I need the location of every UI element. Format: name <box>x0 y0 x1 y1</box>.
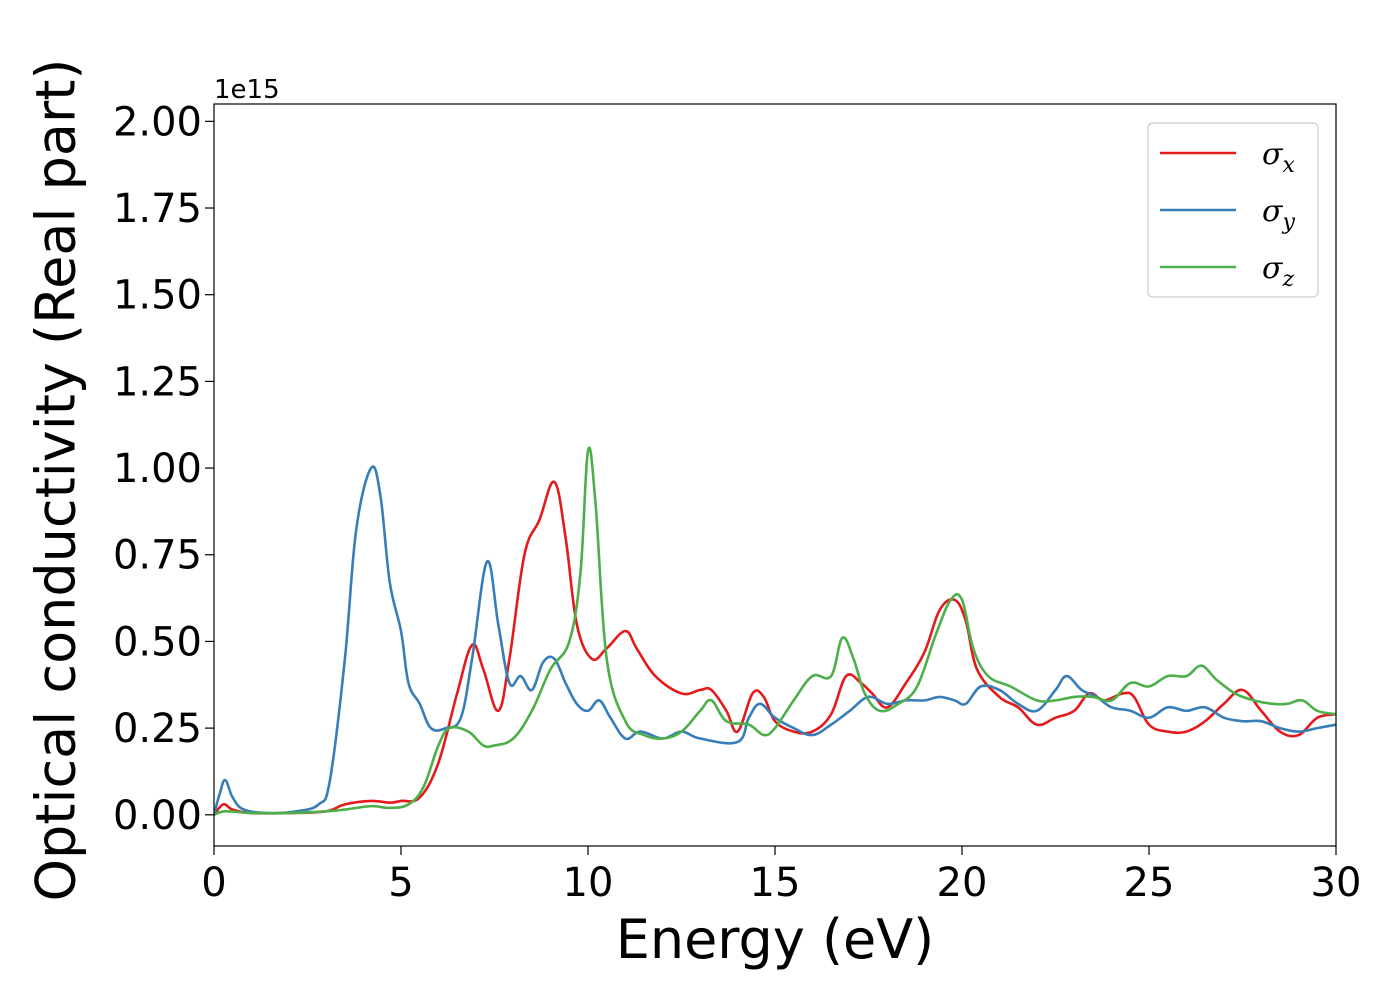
y-tick-label: 0.50 <box>113 619 202 665</box>
x-axis-label: Energy (eV) <box>616 908 935 971</box>
x-tick-label: 5 <box>388 860 413 906</box>
y-tick-label: 0.25 <box>113 706 202 752</box>
y-offset-label: 1e15 <box>214 75 280 105</box>
x-tick-label: 10 <box>563 860 614 906</box>
series-layer <box>214 446 1336 817</box>
y-axis-label: Optical conductivity (Real part) <box>25 59 88 902</box>
x-tick-label: 15 <box>750 860 801 906</box>
x-tick-label: 0 <box>201 860 226 906</box>
y-tick-label: 1.75 <box>113 186 202 232</box>
y-tick-label: 0.75 <box>113 533 202 579</box>
x-tick-label: 20 <box>937 860 988 906</box>
y-tick-label: 0.00 <box>113 793 202 839</box>
legend-label-y: σy <box>1262 194 1295 235</box>
legend: σx σy σz <box>1147 122 1319 298</box>
legend-label-z: σz <box>1262 251 1294 292</box>
series-line-x <box>214 480 1336 817</box>
x-tick-label: 25 <box>1124 860 1175 906</box>
y-tick-label: 1.25 <box>113 359 202 405</box>
y-tick-label: 1.50 <box>113 273 202 319</box>
legend-label-x: σx <box>1262 137 1295 178</box>
x-axis: 0 5 10 15 20 25 30 <box>201 846 1361 906</box>
series-line-y <box>214 465 1336 817</box>
series-line-z <box>214 446 1336 817</box>
x-tick-label: 30 <box>1311 860 1362 906</box>
y-tick-label: 2.00 <box>113 99 202 145</box>
y-axis: 0.00 0.25 0.50 0.75 1.00 1.25 1.50 1.75 2.00 <box>113 99 214 839</box>
y-tick-label: 1.00 <box>113 446 202 492</box>
